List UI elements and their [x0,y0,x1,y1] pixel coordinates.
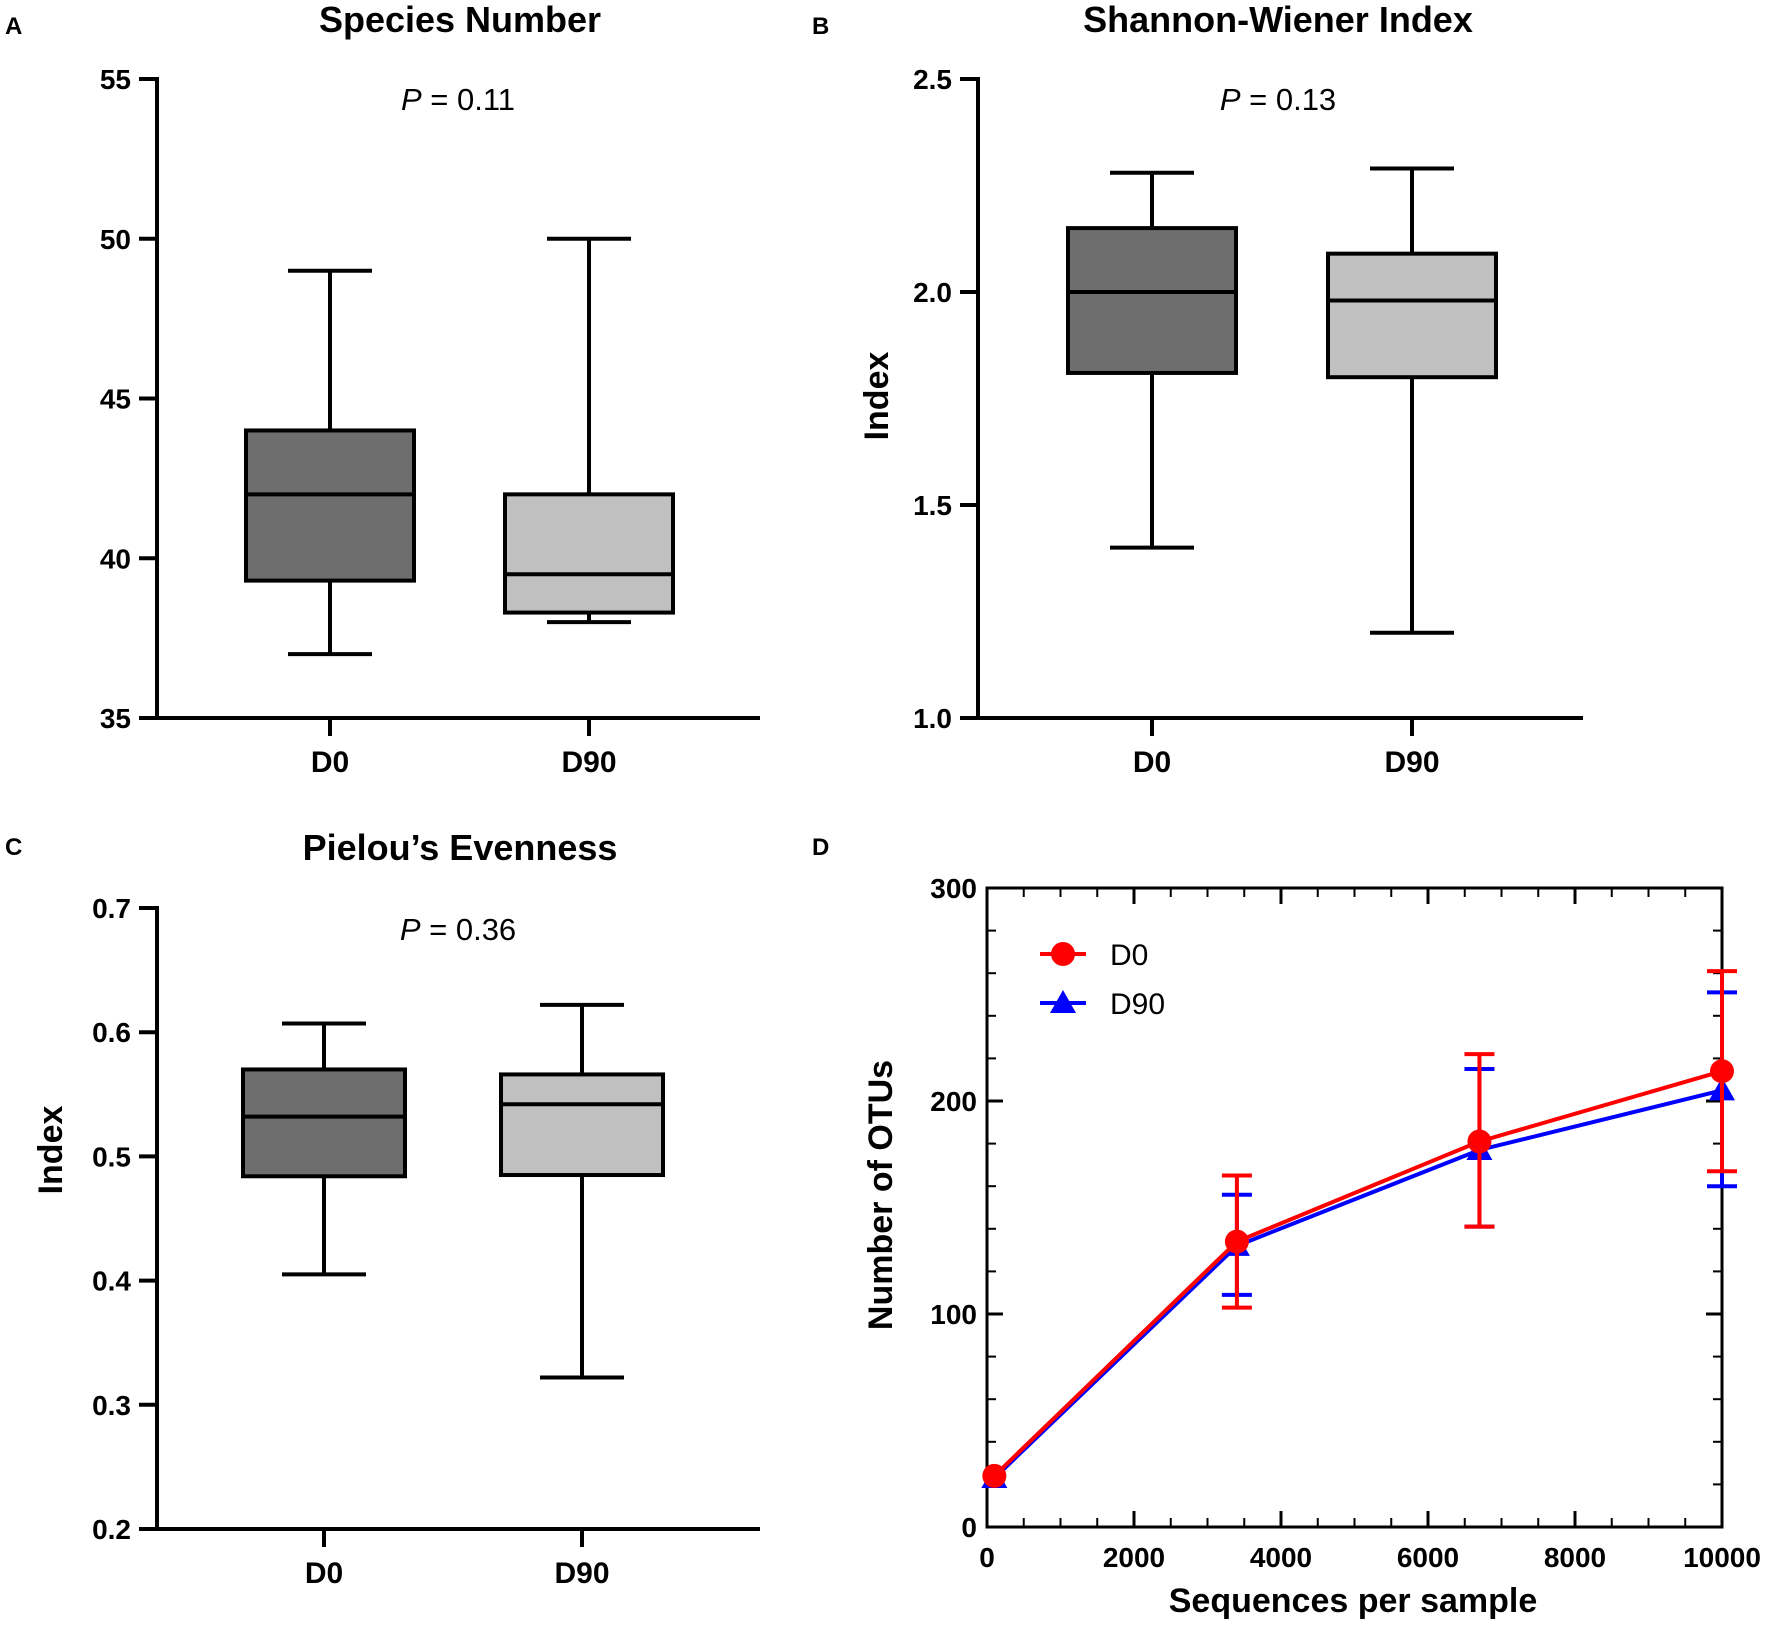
panel-a-y-tick-label: 50 [100,224,131,255]
panel-a: A Species Number P = 0.11 35 40 45 50 55 D0 D9… [5,0,760,779]
panel-a-y-tick-label: 45 [100,384,131,415]
panel-d-y-tick-label: 200 [930,1086,977,1117]
panel-a-p-label: P [401,82,422,117]
panel-b-y-tick-label: 1.5 [913,490,952,521]
panel-d-series-d0-point [1224,1229,1249,1254]
panel-d-series-d0-line [992,1069,1723,1478]
panel-d-ylabel: Number of OTUs [862,1060,900,1330]
legend-d90-label: D90 [1110,988,1165,1021]
panel-a-axes: 35 40 45 50 55 D0 D90 [100,64,760,779]
panel-d-y-tick-label: 0 [961,1512,977,1543]
panel-a-box-d0-iqr [244,428,416,583]
panel-d-x-tick-label: 6000 [1397,1542,1459,1573]
panel-d-x-tick-label: 4000 [1250,1542,1312,1573]
panel-a-title: Species Number [319,0,601,40]
panel-a-p-annotation: P = 0.11 [401,82,515,117]
panel-c-p-annotation: P = 0.36 [400,912,516,947]
panel-d-y-tick-label: 100 [930,1299,977,1330]
panel-c-y-tick-label: 0.7 [92,893,131,924]
panel-b-p-label: P [1220,82,1241,117]
panel-d-series-d0-point [982,1463,1007,1488]
panel-a-x-tick-label: D90 [561,746,616,779]
panel-c-box-d0-iqr [241,1067,407,1179]
panel-c-p-value: = 0.36 [429,912,516,947]
panel-b-box-d0-iqr [1066,226,1238,375]
panel-d-letter: D [812,834,829,861]
panel-d: D Number of OTUs Sequences per sample 0 2… [812,834,1761,1620]
panel-d-axes: 0 2000 4000 6000 8000 10000 0 100 200 300 [930,873,1761,1573]
panel-c-y-tick-label: 0.4 [92,1266,131,1297]
panel-b-title: Shannon-Wiener Index [1083,0,1473,40]
panel-b-x-tick-label: D0 [1133,746,1171,779]
panel-b-y-tick-label: 1.0 [913,703,952,734]
panel-d-series-d90-line [992,1088,1723,1480]
panel-a-letter: A [5,13,22,40]
panel-a-x-tick-label: D0 [311,746,349,779]
panel-d-xlabel: Sequences per sample [1169,1582,1538,1620]
panel-c-y-tick-label: 0.5 [92,1141,131,1172]
legend-d0-label: D0 [1110,939,1148,972]
panel-a-y-tick-label: 35 [100,703,131,734]
panel-c-p-label: P [400,912,421,947]
panel-c-x-tick-label: D0 [305,1557,343,1590]
panel-b-box-d90-iqr [1326,251,1498,380]
panel-c-y-tick-label: 0.2 [92,1514,131,1545]
panel-b-p-annotation: P = 0.13 [1220,82,1336,117]
panel-a-box-d90-iqr [503,492,675,615]
panel-d-x-tick-label: 8000 [1544,1542,1606,1573]
panel-c-x-tick-label: D90 [554,1557,609,1590]
panel-d-x-tick-label: 0 [979,1542,995,1573]
panel-c-axes: 0.2 0.3 0.4 0.5 0.6 0.7 D0 D90 [92,893,760,1590]
panel-b-x-tick-label: D90 [1384,746,1439,779]
panel-c-y-tick-label: 0.6 [92,1017,131,1048]
panel-c: C Pielou’s Evenness P = 0.36 Index 0.20.… [5,827,760,1590]
panel-b: B Shannon-Wiener Index P = 0.13 Index 1.… [812,0,1583,779]
panel-d-legend: D0 D90 [1040,939,1165,1021]
panel-a-p-value: = 0.11 [430,82,515,117]
panel-c-letter: C [5,834,22,861]
panel-d-series-d0-point [1467,1129,1492,1154]
panel-d-series-d0-point [1710,1059,1734,1084]
legend-d90-marker [1050,990,1076,1013]
panel-b-ylabel: Index [858,352,896,441]
panel-c-ylabel: Index [32,1106,70,1195]
panel-c-title: Pielou’s Evenness [303,827,618,868]
panel-c-y-tick-label: 0.3 [92,1390,131,1421]
panel-d-x-tick-label: 10000 [1683,1542,1761,1573]
panel-a-y-tick-label: 40 [100,543,131,574]
panel-b-axes: 1.0 1.5 2.0 2.5 D0 D90 [913,64,1583,779]
legend-d0-marker [1051,942,1075,966]
panel-b-y-tick-label: 2.0 [913,277,952,308]
panel-d-x-tick-label: 2000 [1103,1542,1165,1573]
panel-b-letter: B [812,13,829,40]
panel-b-p-value: = 0.13 [1249,82,1336,117]
panel-c-box-d90-iqr [499,1072,665,1178]
panel-d-y-tick-label: 300 [930,873,977,904]
panel-a-y-tick-label: 55 [100,64,131,95]
panel-b-y-tick-label: 2.5 [913,64,952,95]
